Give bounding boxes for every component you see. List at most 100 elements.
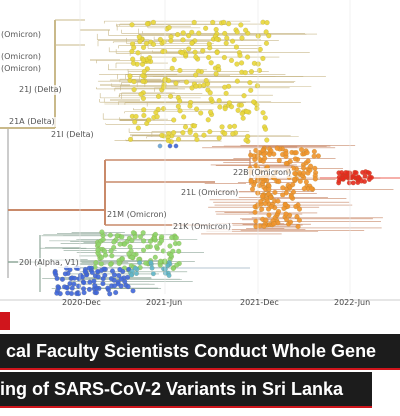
tree-tip xyxy=(89,269,95,276)
tree-tip xyxy=(117,266,123,273)
tree-tip xyxy=(207,129,213,135)
tree-tip xyxy=(296,217,303,223)
clade-label-21l: 21L (Omicron) xyxy=(180,188,240,198)
tree-tip xyxy=(117,241,123,247)
tree-tip xyxy=(222,106,228,112)
tree-tip xyxy=(111,244,117,251)
tree-tip xyxy=(275,208,282,215)
tree-tip xyxy=(193,54,199,60)
tree-tip xyxy=(67,267,73,273)
tree-tip xyxy=(93,259,99,266)
tree-tip xyxy=(191,19,197,26)
tree-tip xyxy=(98,261,104,267)
tree-tip xyxy=(132,265,138,271)
tree-tip xyxy=(239,111,245,117)
tree-tip xyxy=(280,185,286,191)
tree-tip xyxy=(153,109,159,116)
tree-tip xyxy=(132,119,138,125)
tree-tip xyxy=(307,163,314,169)
tree-tip xyxy=(251,99,257,105)
tree-tip xyxy=(150,19,157,25)
tree-tip xyxy=(201,132,207,138)
tree-tip xyxy=(71,275,78,281)
tree-tip xyxy=(257,199,264,205)
tree-tip xyxy=(56,285,62,291)
tree-tip xyxy=(168,252,174,258)
tree-tip xyxy=(226,21,232,27)
tree-tip xyxy=(177,98,183,104)
tree-tip xyxy=(54,290,60,296)
tree-tip xyxy=(161,84,167,90)
tree-tip xyxy=(171,57,177,63)
tree-tip xyxy=(249,186,256,192)
tree-tip xyxy=(234,61,240,67)
tree-tip xyxy=(109,253,115,259)
tree-tip xyxy=(140,230,146,236)
tree-tip xyxy=(276,157,282,164)
tree-tip xyxy=(219,124,225,130)
tree-tip xyxy=(297,178,303,184)
tree-tip xyxy=(177,108,183,114)
tree-tip xyxy=(300,165,307,171)
headline-rule-1 xyxy=(0,368,400,370)
tree-tip xyxy=(355,174,361,180)
tree-tip xyxy=(281,205,287,212)
tree-tip xyxy=(130,60,137,66)
tree-tip xyxy=(292,156,299,162)
tree-tip xyxy=(141,107,147,113)
tree-tip xyxy=(207,90,213,96)
clade-label-21a: 21A (Delta) xyxy=(8,117,56,127)
clade-label-21m: 21M (Omicron) xyxy=(106,210,168,220)
tree-tip xyxy=(186,33,192,39)
tree-tip xyxy=(163,270,169,276)
tree-tip xyxy=(127,244,133,250)
tree-tip xyxy=(261,223,267,229)
tree-tip xyxy=(71,281,77,287)
tree-tip xyxy=(193,106,200,112)
tree-tip xyxy=(216,66,222,73)
tree-tip xyxy=(245,133,251,140)
tree-tip xyxy=(111,283,118,289)
headline-line-2: ing of SARS-CoV-2 Variants in Sri Lanka xyxy=(0,372,372,406)
tree-tip xyxy=(92,282,98,289)
tree-tip xyxy=(129,254,135,261)
tree-tip xyxy=(169,234,175,241)
tree-tip xyxy=(263,217,269,223)
tree-tip xyxy=(248,178,254,185)
tree-tip xyxy=(244,109,250,115)
tree-tip xyxy=(177,67,183,74)
tree-tip xyxy=(127,136,134,143)
tree-tip xyxy=(229,38,236,44)
tree-tip xyxy=(140,78,146,84)
tree-tip xyxy=(267,194,274,200)
tree-tip xyxy=(253,147,259,154)
tree-tip xyxy=(59,276,66,282)
tree-tip xyxy=(122,241,128,247)
tree-tip xyxy=(166,24,172,31)
tree-tip xyxy=(366,170,372,176)
tree-tip xyxy=(147,238,154,244)
tree-tip xyxy=(311,148,317,155)
tree-tip xyxy=(176,240,182,247)
tree-tip xyxy=(180,37,186,43)
tree-tip xyxy=(68,290,75,297)
tree-tip xyxy=(340,176,346,182)
tree-tip xyxy=(233,44,240,50)
tree-tip xyxy=(140,57,147,63)
tree-tip xyxy=(165,138,171,144)
tree-tip xyxy=(280,192,286,198)
tree-tip xyxy=(304,150,310,156)
tree-tip xyxy=(144,21,151,27)
clade-label-omicron-b: (Omicron) xyxy=(0,52,43,62)
tree-tips xyxy=(52,19,375,297)
tree-tip xyxy=(158,238,165,244)
tree-tip xyxy=(175,136,182,142)
tree-tip xyxy=(291,176,298,182)
tree-tip xyxy=(244,54,251,60)
tree-tip xyxy=(298,146,305,153)
tree-tip xyxy=(174,262,180,268)
tree-tip xyxy=(81,290,87,296)
tree-tip xyxy=(131,44,137,51)
tree-tip xyxy=(100,236,106,243)
